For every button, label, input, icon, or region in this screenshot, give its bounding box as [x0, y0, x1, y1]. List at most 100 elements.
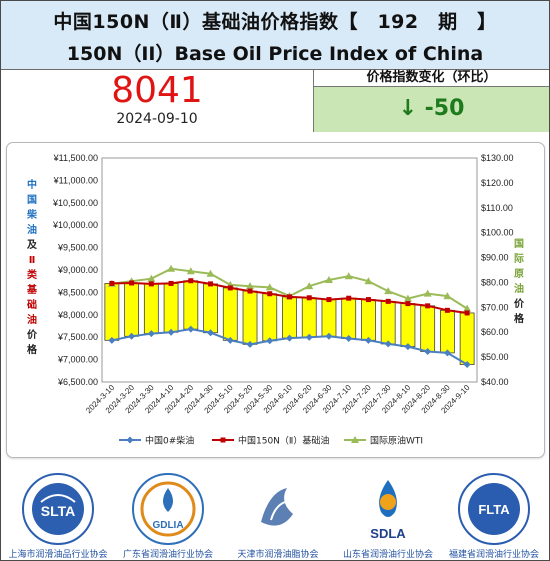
left-tick-label: ¥10,500.00	[52, 198, 98, 208]
left-axis-label-char: 油	[27, 313, 37, 326]
base-oil-point	[287, 294, 292, 300]
diesel-point	[187, 325, 195, 333]
left-tick-label: ¥9,500.00	[57, 243, 98, 253]
range-bar	[380, 300, 396, 345]
range-bar	[420, 305, 436, 352]
logo-caption-flta: 福建省润滑油行业协会	[448, 550, 539, 560]
range-bar	[301, 297, 317, 338]
gdlia-logo-icon: GDLIA	[132, 473, 204, 545]
base-oil-point	[425, 303, 431, 309]
left-tick-label: ¥8,000.00	[57, 310, 98, 320]
logo-gdlia: GDLIA 广东省润滑油行业协会	[113, 464, 223, 560]
base-oil-point	[168, 280, 174, 286]
diesel-point	[286, 334, 293, 342]
legend-label: 国际原油WTI	[370, 435, 423, 447]
right-tick-label: $120.00	[481, 178, 514, 188]
sdla-logo-text: SDLA	[370, 526, 406, 541]
price-chart: ¥11,500.00 ¥11,000.00 ¥10,500.00 ¥10,000.00…	[26, 153, 525, 447]
base-oil-point	[346, 295, 352, 301]
right-tick-label: $60.00	[481, 327, 509, 337]
index-box: 8041 2024-09-10	[1, 70, 314, 132]
left-tick-label: ¥6,500.00	[57, 377, 98, 387]
legend-label: 中国0#柴油	[145, 435, 194, 447]
wti-point	[147, 274, 156, 282]
base-oil-point	[444, 307, 450, 313]
index-value: 8041	[111, 70, 203, 111]
diesel-point	[207, 329, 215, 337]
left-tick-label: ¥11,500.00	[53, 153, 98, 163]
legend-marker	[126, 436, 134, 444]
base-oil-point	[405, 301, 411, 307]
range-bar	[282, 296, 297, 339]
right-axis-label-char: 国	[514, 238, 524, 250]
right-axis-label-char: 原	[514, 268, 524, 280]
chart-panel: ¥11,500.00 ¥11,000.00 ¥10,500.00 ¥10,000.00…	[6, 142, 545, 458]
base-oil-point	[148, 281, 154, 287]
diesel-point	[325, 332, 333, 340]
left-tick-label: ¥7,000.00	[57, 355, 98, 365]
right-tick-label: $50.00	[481, 352, 509, 362]
sdla-logo-icon: SDLA	[370, 480, 406, 541]
diesel-point	[463, 361, 471, 369]
flta-logo-text: FLTA	[478, 502, 510, 517]
right-tick-label: $90.00	[481, 253, 509, 263]
diesel-point	[443, 349, 451, 357]
wti-point	[423, 289, 432, 297]
diesel-point	[404, 343, 412, 351]
base-oil-point	[306, 295, 312, 301]
right-tick-label: $70.00	[481, 302, 509, 312]
title-block: 中国150N（Ⅱ）基础油价格指数【 192 期 】 150N（II）Base O…	[1, 1, 549, 70]
range-bar	[341, 297, 357, 339]
logo-flta: FLTA 福建省润滑油行业协会	[439, 464, 549, 560]
wti-point	[305, 282, 314, 290]
left-axis-label-char: 价	[27, 329, 38, 341]
logo-caption-slta: 上海市润滑油品行业协会	[8, 550, 108, 560]
right-tick-label: $40.00	[481, 377, 509, 387]
wti-point	[344, 272, 353, 280]
left-axis-label-char: 国	[27, 194, 37, 206]
left-tick-label: ¥8,500.00	[57, 287, 98, 297]
base-oil-point	[464, 310, 470, 316]
base-oil-point	[247, 288, 253, 294]
left-axis-label-char: 油	[27, 223, 37, 236]
left-axis-label-char: 中	[27, 178, 37, 191]
diesel-point	[384, 340, 392, 348]
left-axis-label-char: 及	[27, 239, 38, 251]
range-bar	[321, 299, 337, 337]
left-tick-label: ¥10,000.00	[52, 220, 98, 230]
range-bar	[203, 283, 218, 334]
base-oil-point	[365, 297, 371, 303]
wti-point	[324, 275, 333, 283]
range-bar	[163, 283, 179, 333]
diesel-point	[305, 333, 313, 341]
logo-caption-sdla: 山东省润滑油行业协会	[342, 550, 433, 560]
wti-point	[384, 287, 393, 295]
diesel-point	[364, 336, 372, 344]
legend-marker	[220, 437, 226, 443]
change-value: ↓ -50	[314, 86, 549, 132]
left-tick-label: ¥9,000.00	[57, 265, 98, 275]
logo-tianjin: 天津市润滑油脂协会	[223, 464, 333, 560]
wti-point	[265, 283, 274, 291]
wti-point	[167, 264, 176, 272]
range-bar	[242, 290, 258, 345]
right-tick-label: $100.00	[481, 228, 514, 238]
diesel-point	[167, 328, 175, 336]
wti-point	[246, 282, 255, 290]
range-bar	[361, 299, 376, 341]
left-tick-label: ¥11,000.00	[53, 175, 98, 185]
logo-caption-gdlia: 广东省润滑油行业协会	[122, 550, 213, 560]
diesel-point	[246, 340, 254, 348]
tianjin-logo-icon	[261, 488, 293, 526]
wti-point	[403, 294, 412, 302]
title-english: 150N（II）Base Oil Price Index of China	[66, 43, 484, 65]
wti-point	[443, 292, 452, 300]
diesel-point	[226, 336, 234, 344]
base-oil-point	[208, 281, 214, 287]
range-bar	[104, 283, 120, 341]
range-bar	[459, 312, 475, 365]
logo-caption-tianjin: 天津市润滑油脂协会	[237, 550, 319, 560]
right-tick-label: $110.00	[481, 203, 513, 213]
base-oil-point	[227, 285, 233, 291]
right-axis-label-char: 际	[514, 253, 524, 265]
